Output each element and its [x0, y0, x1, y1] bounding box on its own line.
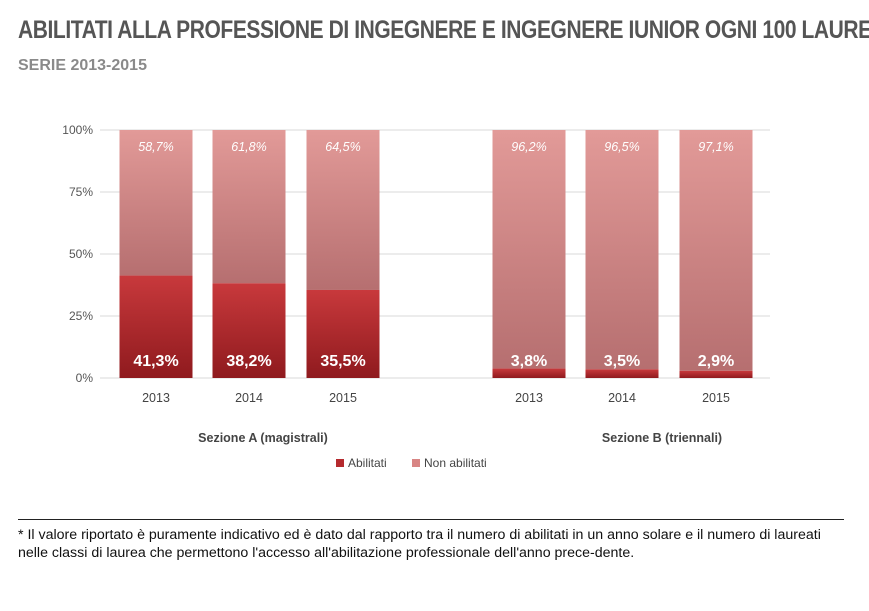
y-tick-label: 50% — [69, 247, 93, 261]
data-label-abilitati: 3,8% — [511, 353, 547, 370]
data-label-abilitati: 35,5% — [320, 353, 365, 370]
bar-non-abilitati — [679, 130, 753, 371]
data-label-non-abilitati: 96,5% — [604, 140, 639, 154]
legend-swatch — [412, 459, 420, 467]
bar-abilitati — [585, 369, 659, 378]
x-axis: 2013 2014 2015 2013 2014 2015 — [142, 391, 730, 405]
data-label-non-abilitati: 64,5% — [325, 140, 360, 154]
data-label-non-abilitati: 61,8% — [231, 140, 266, 154]
x-tick-label: 2013 — [515, 391, 543, 405]
bars: 58,7% 41,3% 61,8% 38,2% 64,5% 35,5% 96,2% 3,8% 9… — [119, 130, 753, 378]
data-label-non-abilitati: 58,7% — [138, 140, 173, 154]
x-tick-label: 2014 — [608, 391, 636, 405]
page-subtitle: SERIE 2013-2015 — [18, 57, 147, 74]
legend-label: Abilitati — [348, 456, 387, 470]
gridlines — [100, 129, 770, 379]
footnote: * Il valore riportato è puramente indica… — [18, 527, 821, 561]
bar-non-abilitati — [306, 130, 380, 290]
y-tick-label: 100% — [62, 123, 93, 137]
y-tick-label: 25% — [69, 309, 93, 323]
data-label-abilitati: 41,3% — [133, 353, 178, 370]
bar-abilitati — [679, 370, 753, 378]
bar-non-abilitati — [492, 130, 566, 369]
data-label-non-abilitati: 97,1% — [698, 140, 733, 154]
bar-abilitati — [492, 368, 566, 378]
bar-abilitati — [119, 275, 193, 378]
data-label-abilitati: 2,9% — [698, 353, 734, 370]
group-labels: Sezione A (magistrali) Sezione B (trienna… — [198, 431, 722, 445]
x-tick-label: 2014 — [235, 391, 263, 405]
footnote-divider — [18, 519, 844, 520]
group-label: Sezione B (triennali) — [602, 431, 722, 445]
group-label: Sezione A (magistrali) — [198, 431, 328, 445]
y-tick-label: 75% — [69, 185, 93, 199]
legend-label: Non abilitati — [424, 456, 487, 470]
x-tick-label: 2015 — [702, 391, 730, 405]
data-label-non-abilitati: 96,2% — [511, 140, 546, 154]
legend-swatch — [336, 459, 344, 467]
bar-non-abilitati — [585, 130, 659, 370]
y-axis: 0% 25% 50% 75% 100% — [62, 123, 93, 385]
x-tick-label: 2015 — [329, 391, 357, 405]
y-tick-label: 0% — [76, 371, 94, 385]
legend: Abilitati Non abilitati — [336, 456, 487, 470]
x-tick-label: 2013 — [142, 391, 170, 405]
data-label-abilitati: 38,2% — [226, 353, 271, 370]
stacked-bar-chart: 0% 25% 50% 75% 100% 58,7% 41,3% 61,8% 38,2% 64,5… — [62, 123, 770, 470]
data-label-abilitati: 3,5% — [604, 353, 640, 370]
bar-non-abilitati — [119, 130, 193, 276]
bar-abilitati — [212, 283, 286, 378]
page-title: ABILITATI ALLA PROFESSIONE DI INGEGNERE … — [18, 16, 869, 44]
bar-non-abilitati — [212, 130, 286, 284]
bar-abilitati — [306, 289, 380, 378]
